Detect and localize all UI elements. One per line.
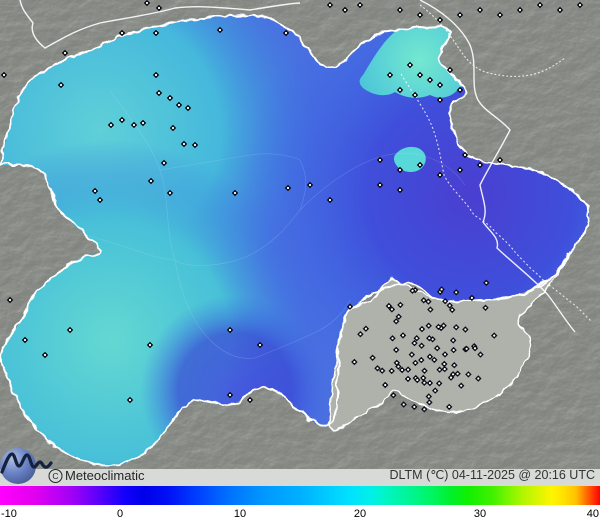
svg-text:20: 20 [354, 508, 366, 520]
svg-text:-10: -10 [1, 508, 17, 520]
svg-text:Meteoclimatic: Meteoclimatic [65, 468, 145, 483]
svg-text:0: 0 [117, 508, 123, 520]
svg-text:C: C [52, 471, 58, 481]
svg-text:DLTM (℃) 04-11-2025 @ 20:16 U: DLTM (℃) 04-11-2025 @ 20:16 UTC [390, 468, 596, 482]
svg-text:40: 40 [587, 508, 599, 520]
svg-text:30: 30 [474, 508, 486, 520]
svg-text:10: 10 [234, 508, 246, 520]
